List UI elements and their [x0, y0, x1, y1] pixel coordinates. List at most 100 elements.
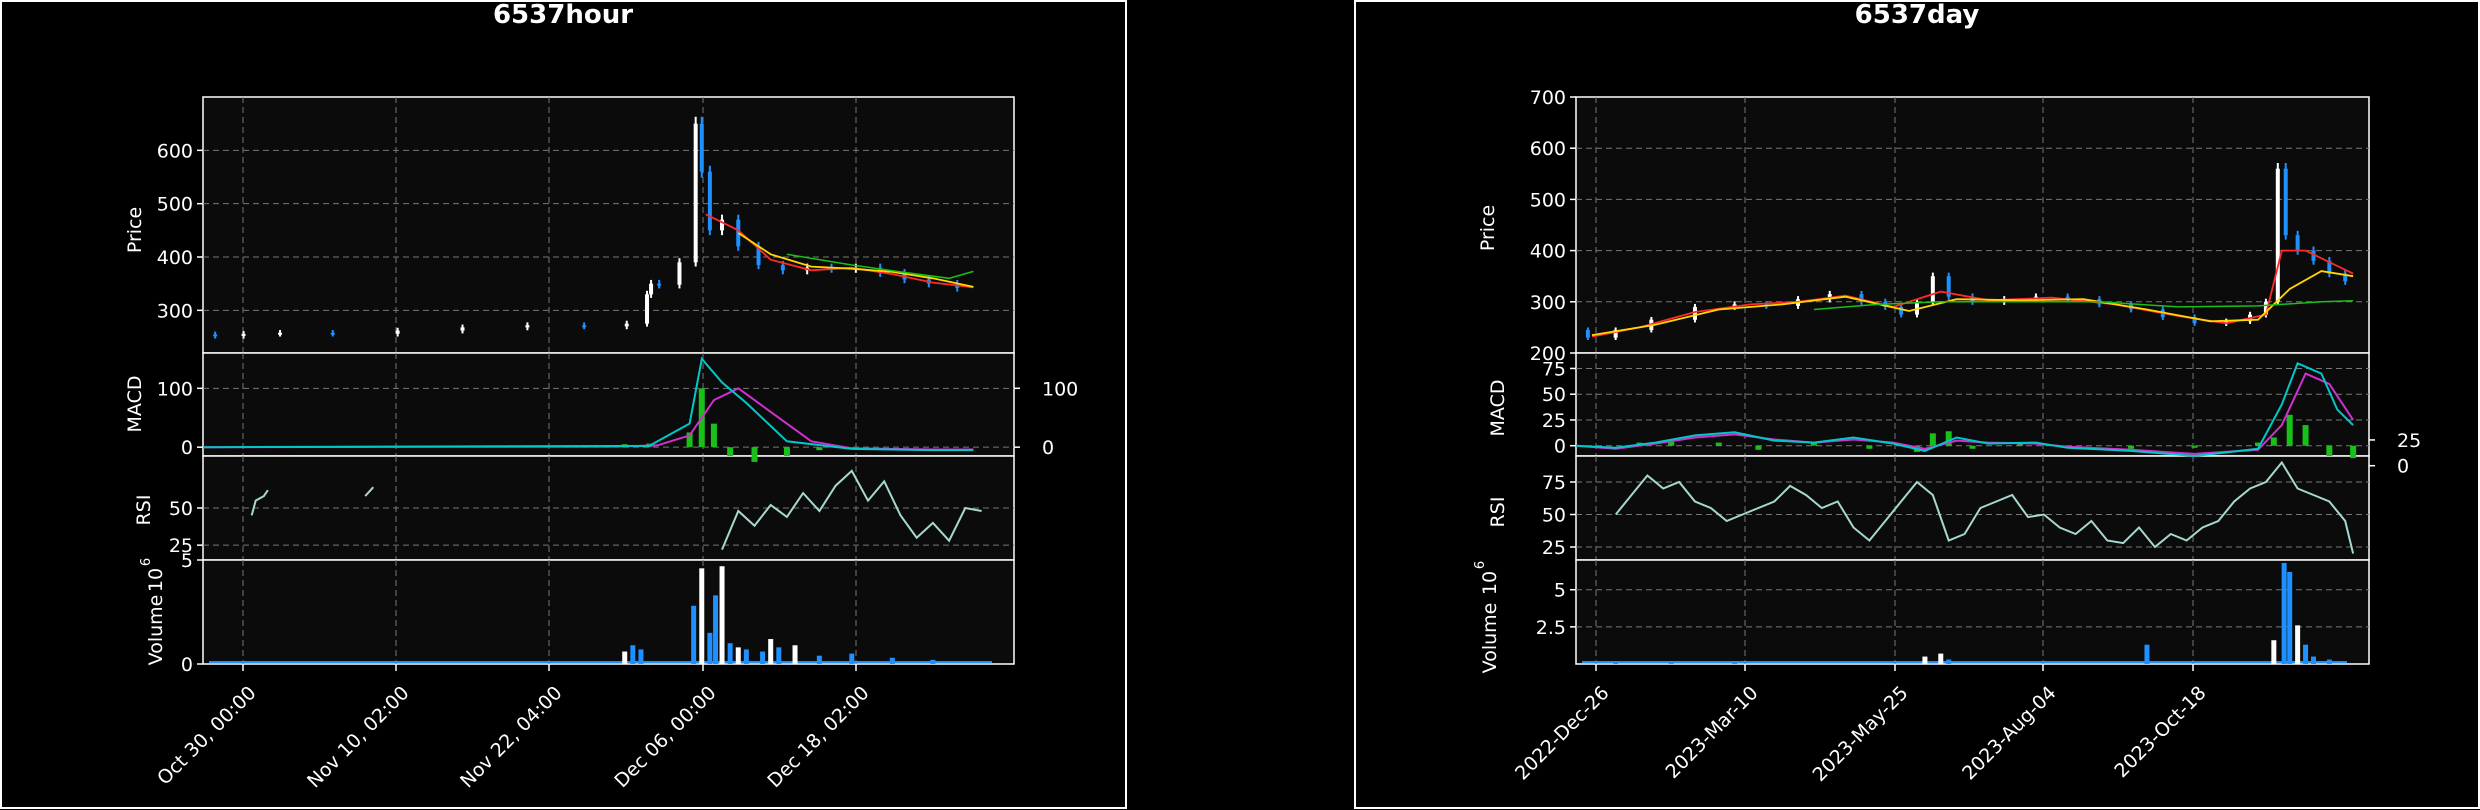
hour-candle-body-1 [213, 334, 218, 337]
hour-rsi-line-2 [721, 469, 982, 550]
day-macd-tick-label-3: 75 [1542, 358, 1566, 380]
day-macd-hist-bar-19 [2350, 445, 2357, 459]
day-macd-tick-label-0: 0 [1554, 436, 1566, 458]
hour-candle-body-7 [525, 325, 530, 328]
day-candle-body-4 [1692, 306, 1697, 320]
hour-candle-body-15 [699, 123, 704, 172]
hour-volume-bar-4 [699, 568, 705, 664]
hour-volume-ylabel: Volume [145, 595, 167, 666]
hour-candle-body-14 [693, 123, 698, 263]
hour-candle-body-11 [649, 283, 654, 295]
day-rsi-tick-label-2: 75 [1542, 472, 1566, 494]
day-volume-exponent-base: 10 [1479, 571, 1501, 595]
hour-macd-rtick-label-1: 100 [1042, 378, 1078, 400]
hour-volume-bar-0 [622, 651, 628, 664]
hour-macd-rtick-label-0: 0 [1042, 437, 1054, 459]
hour-price-ma-slow-line [786, 253, 974, 280]
day-volume-bar-0 [1613, 662, 1619, 664]
hour-macd-line [202, 356, 974, 452]
day-volume-ylabel: Volume [1479, 603, 1501, 674]
hour-volume-bar-16 [849, 653, 855, 664]
hour-price-tick-label-1: 400 [157, 247, 193, 269]
hour-price-ma-fast-line [705, 213, 974, 289]
hour-volume-bar-18 [930, 659, 936, 664]
hour-candle-body-17 [720, 219, 725, 231]
day-macd-hist-bar-2 [1715, 442, 1722, 446]
hour-candle-body-13 [677, 262, 682, 285]
hour-macd-hist-bar-7 [783, 447, 790, 456]
hour-volume-panel [202, 559, 1015, 665]
day-candle-body-5 [1732, 304, 1737, 307]
day-volume-exponent-power: 6 [1473, 561, 1488, 569]
hour-price-panel [202, 96, 1015, 354]
hour-chart-title: 6537hour [493, 0, 633, 30]
hour-volume-bar-12 [768, 639, 774, 664]
hour-candle-body-3 [278, 332, 283, 335]
hour-macd-tick-label-1: 100 [157, 378, 193, 400]
hour-macd-hist-bar-6 [751, 447, 758, 462]
day-macd-hist-bar-8 [1945, 431, 1952, 446]
day-macd-hist-bar-15 [2270, 437, 2277, 446]
hour-volume-bar-14 [792, 645, 798, 664]
hour-volume-bar-8 [727, 643, 733, 664]
day-macd-hist-bar-13 [2191, 445, 2198, 448]
hour-candle-body-18 [736, 219, 741, 247]
day-volume-bar-10 [2295, 625, 2301, 664]
hour-price-tick-label-0: 300 [157, 300, 193, 322]
day-price-tick-label-1: 300 [1530, 292, 1566, 314]
hour-price-ylabel: Price [124, 207, 146, 253]
hour-volume-bar-9 [735, 647, 741, 664]
hour-candle-body-10 [645, 294, 650, 324]
day-volume-bar-4 [1938, 653, 1944, 664]
day-candle-body-11 [1899, 306, 1904, 315]
day-volume-bar-7 [2271, 640, 2277, 664]
day-macd-hist-bar-14 [2254, 442, 2261, 446]
hour-candle-body-20 [780, 265, 785, 271]
day-rsi-line-0 [1614, 460, 2355, 554]
hour-macd-hist-bar-2 [686, 432, 693, 448]
day-macd-hist-bar-9 [1969, 445, 1976, 449]
hour-chart-figure: 6537hour Price MACD RSI Volume 10 6 [0, 0, 1127, 809]
day-candle-body-8 [1827, 294, 1832, 300]
day-price-tick-label-0: 200 [1530, 343, 1566, 365]
hour-volume-bar-13 [776, 647, 782, 664]
day-macd-panel [1575, 352, 2370, 457]
day-price-ylabel: Price [1477, 205, 1499, 251]
day-figure-border [1354, 0, 2480, 809]
day-candle-body-27 [2283, 168, 2288, 236]
hour-rsi-ylabel: RSI [133, 495, 155, 526]
day-macd-hist-bar-1 [1668, 440, 1675, 446]
hour-rsi-line-0 [250, 489, 269, 516]
day-macd-hist-bar-16 [2286, 414, 2293, 446]
day-candle-body-23 [2224, 321, 2229, 324]
hour-price-tick-label-3: 600 [157, 140, 193, 162]
day-candle-body-18 [2065, 296, 2070, 300]
hour-candle-body-2 [241, 333, 246, 336]
day-volume-bar-11 [2303, 644, 2309, 664]
day-volume-bar-13 [2326, 659, 2332, 664]
day-macd-hist-bar-5 [1866, 445, 1873, 449]
day-candle-body-31 [2343, 273, 2348, 282]
hour-macd-ylabel: MACD [124, 376, 146, 433]
hour-volume-exponent-base: 10 [145, 568, 167, 592]
day-candle-body-2 [1613, 329, 1618, 338]
hour-candle-body-16 [707, 171, 712, 231]
day-macd-hist-bar-12 [2128, 445, 2135, 449]
day-macd-tick-label-1: 25 [1542, 410, 1566, 432]
hour-price-tick-label-2: 500 [157, 194, 193, 216]
hour-volume-bar-10 [743, 649, 749, 664]
hour-macd-hist-bar-4 [710, 423, 717, 448]
day-volume-bar-1 [1668, 661, 1674, 664]
hour-volume-bar-15 [816, 655, 822, 664]
hour-rsi-line-1 [364, 486, 375, 497]
hour-rsi-tick-label-1: 50 [169, 498, 193, 520]
hour-macd-hist-bar-8 [816, 447, 823, 451]
hour-rsi-tick-label-0: 25 [169, 535, 193, 557]
day-candle-body-30 [2327, 260, 2332, 274]
day-volume-bar-9 [2287, 571, 2293, 664]
hour-volume-bar-2 [638, 649, 644, 664]
hour-macd-hist-bar-5 [727, 447, 734, 456]
hour-volume-bar-3 [691, 605, 697, 664]
hour-volume-bar-1 [630, 645, 636, 664]
